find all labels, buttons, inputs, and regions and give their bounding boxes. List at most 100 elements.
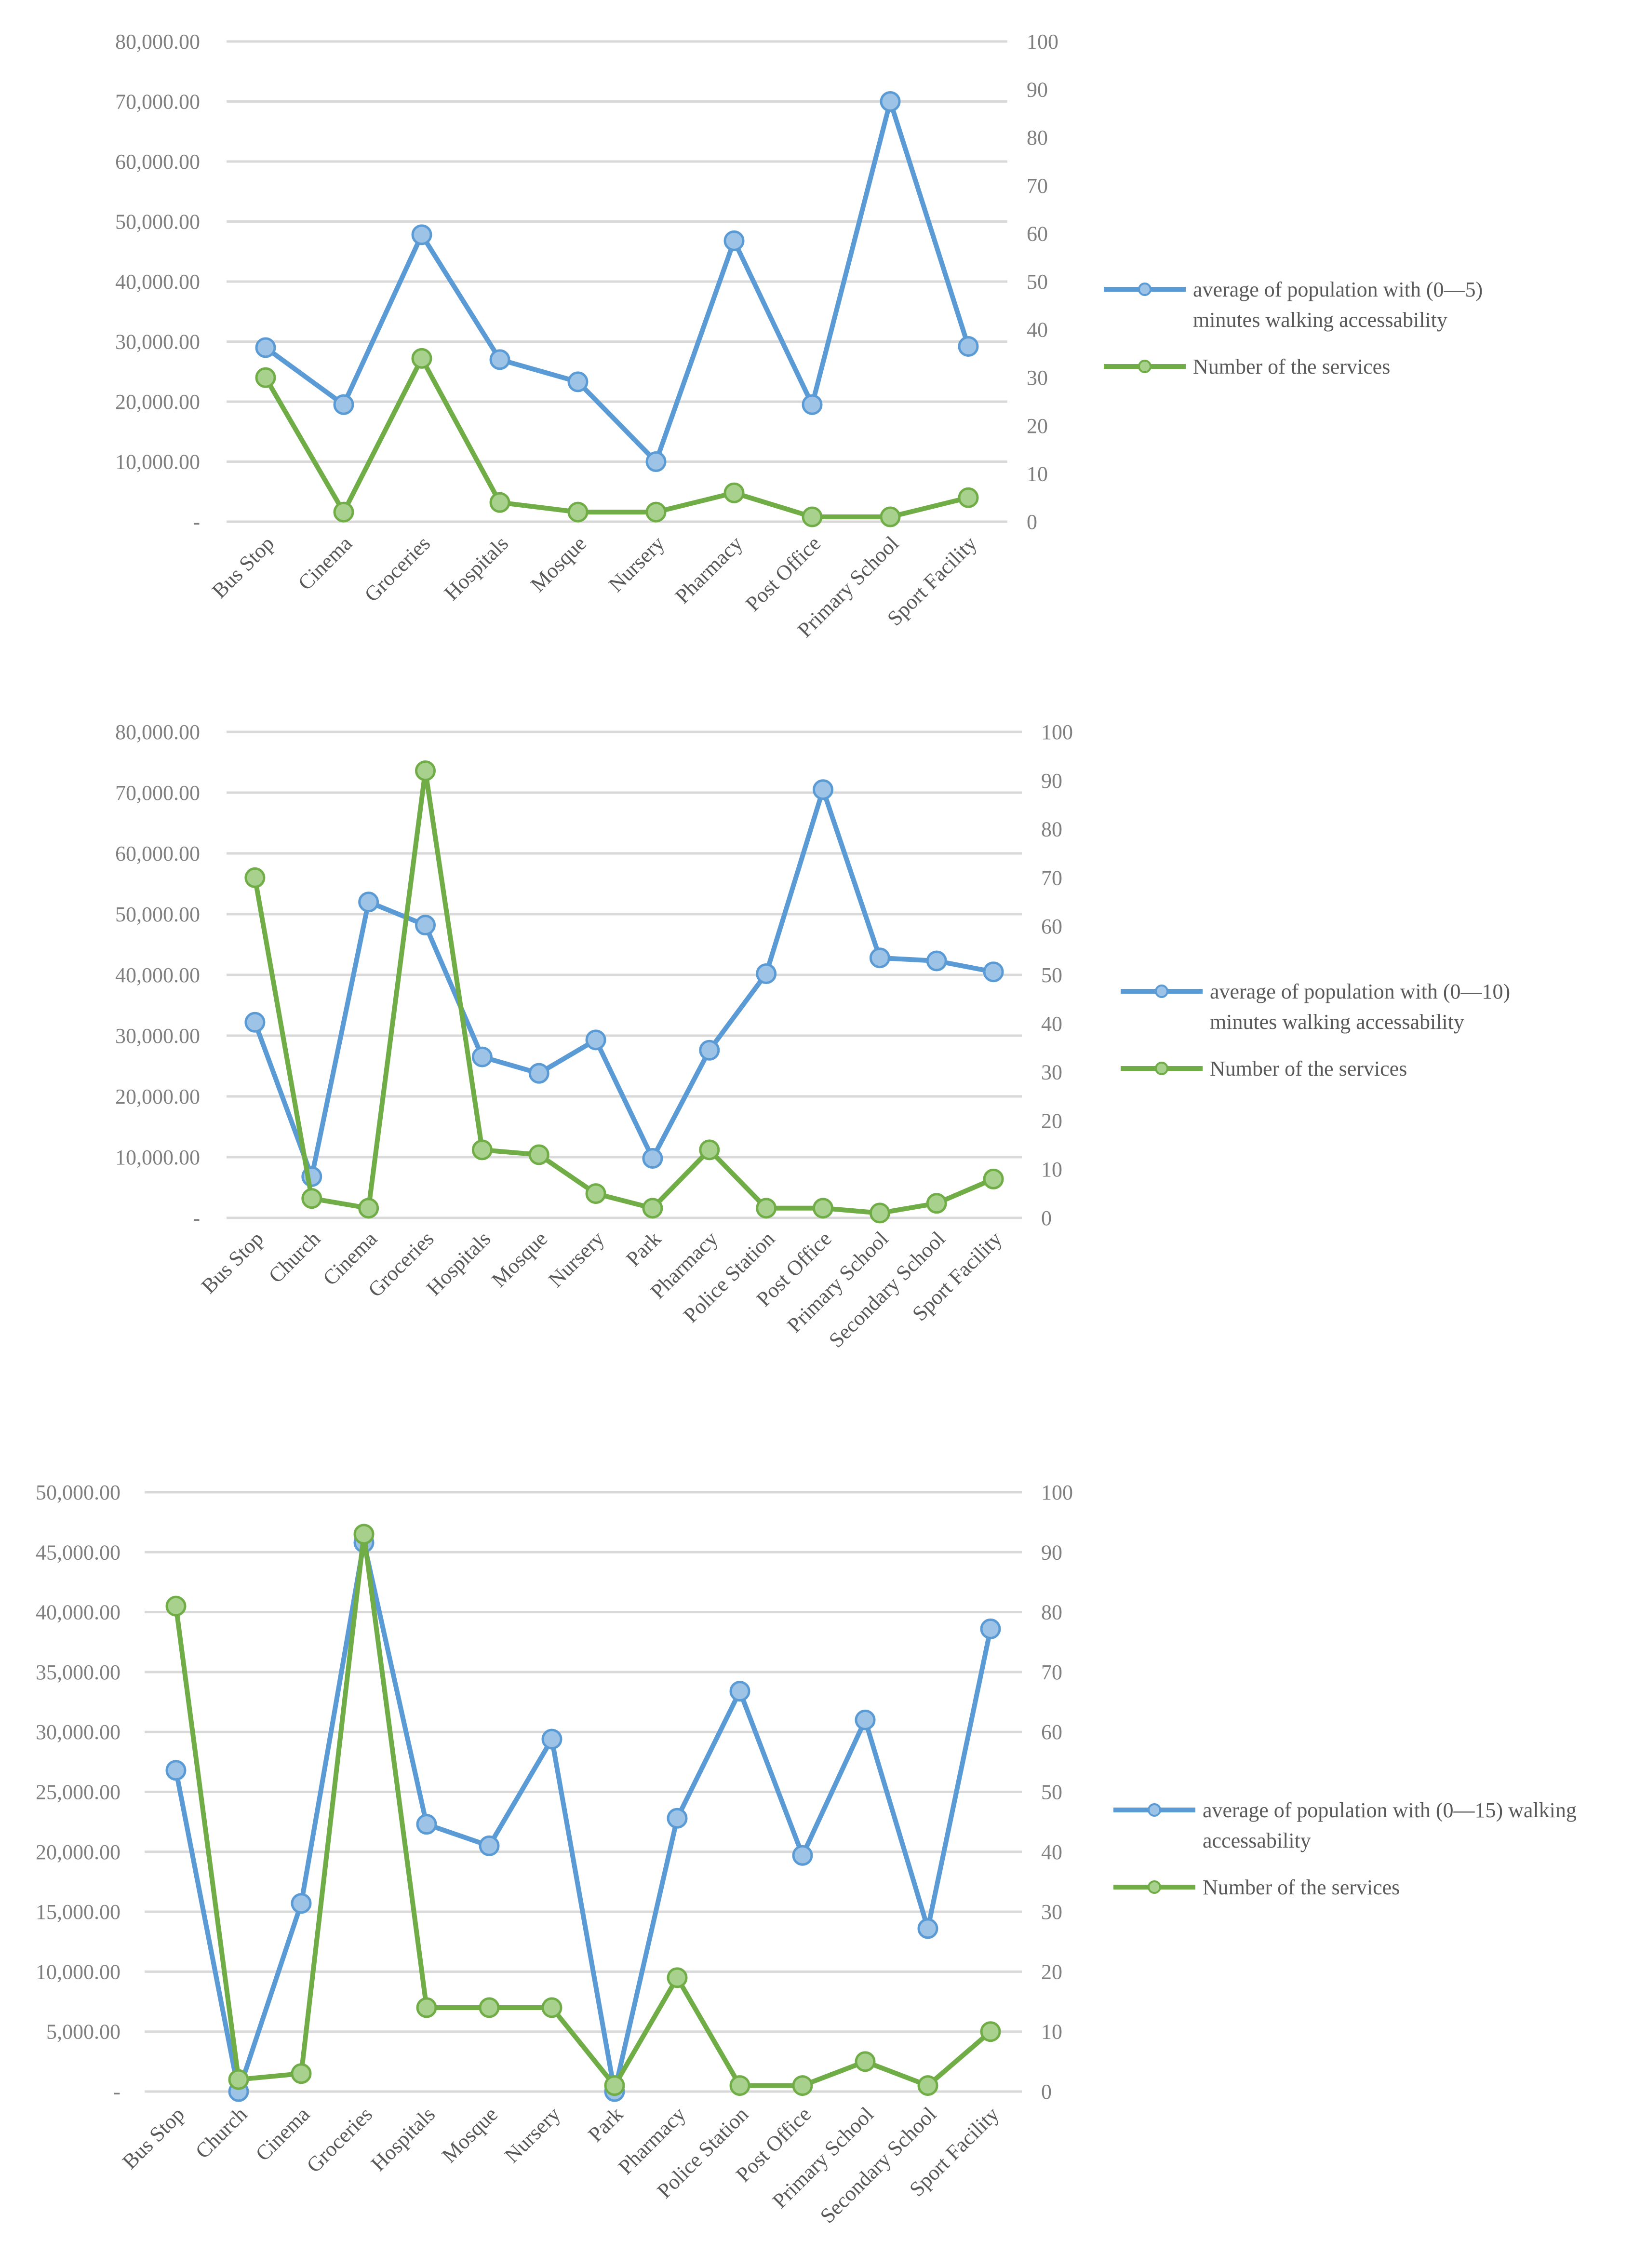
right-axis-tick-label: 40 <box>1041 1840 1062 1864</box>
data-point-services <box>411 348 432 369</box>
data-point-population <box>980 1618 1001 1639</box>
series-line-services <box>174 1532 993 2088</box>
left-axis-tick-label: 80,000.00 <box>115 30 200 54</box>
data-point-services <box>642 1198 663 1219</box>
right-axis-tick-label: 40 <box>1041 1012 1062 1036</box>
left-axis-tick-label: 20,000.00 <box>115 1085 200 1108</box>
chart-3: - 5,000.00 10,000.00 15,000.00 20,000.00 25,0… <box>36 1481 1577 2228</box>
data-point-services <box>255 367 276 388</box>
data-point-population <box>642 1148 663 1169</box>
legend-entry: Number of the services <box>1121 1057 1407 1080</box>
legend-entry: average of population with (0—15) walkin… <box>1113 1798 1577 1852</box>
category-label: Hospitals <box>422 1227 495 1300</box>
data-point-population <box>958 336 979 357</box>
data-point-population <box>699 1040 720 1061</box>
data-point-population <box>479 1835 500 1856</box>
data-point-population <box>645 451 667 472</box>
category-label: Mosque <box>526 531 591 596</box>
legend-swatch-marker <box>1155 1062 1168 1075</box>
right-axis-tick-label: 20 <box>1041 1109 1062 1133</box>
right-axis-tick-label: 10 <box>1041 1158 1062 1181</box>
right-axis-tick-label: 90 <box>1041 1540 1062 1564</box>
left-axis-tick-label: 30,000.00 <box>36 1720 121 1744</box>
left-axis-tick-label: 50,000.00 <box>36 1481 121 1504</box>
data-point-population <box>411 224 432 245</box>
data-point-services <box>792 2075 813 2096</box>
right-axis-tick-label: 30 <box>1041 1900 1062 1924</box>
right-axis-tick-label: 0 <box>1041 1206 1052 1230</box>
legend-label: Number of the services <box>1210 1057 1407 1080</box>
data-point-population <box>729 1681 750 1702</box>
category-label: Nursery <box>500 2102 565 2167</box>
data-point-services <box>291 2063 312 2084</box>
right-axis-tick-label: 80 <box>1041 1601 1062 1624</box>
category-label: Groceries <box>302 2102 377 2177</box>
category-label: Cinema <box>294 531 357 594</box>
right-axis-tick-label: 100 <box>1041 1481 1073 1504</box>
right-axis-tick-label: 60 <box>1027 222 1048 245</box>
series-line-services <box>263 356 971 519</box>
right-axis-tick-label: 30 <box>1041 1061 1062 1084</box>
data-point-services <box>667 1967 688 1988</box>
left-axis-tick-label: 20,000.00 <box>36 1840 121 1864</box>
category-label: Groceries <box>360 531 435 607</box>
category-label: Post Office <box>741 531 825 616</box>
data-point-population <box>291 1893 312 1914</box>
data-point-population <box>165 1760 187 1781</box>
category-label: Church <box>191 2102 252 2163</box>
data-point-population <box>585 1029 606 1051</box>
legend-entry: average of population with (0—5) minutes … <box>1104 278 1483 332</box>
category-label: Cinema <box>251 2102 314 2165</box>
data-point-services <box>729 2075 750 2096</box>
data-point-services <box>813 1198 833 1219</box>
right-axis-tick-label: 50 <box>1041 1781 1062 1804</box>
data-point-population <box>869 947 890 969</box>
category-label: Bus Stop <box>207 531 279 603</box>
data-point-services <box>926 1193 947 1214</box>
left-axis-tick-label: 5,000.00 <box>46 2020 121 2044</box>
legend-label-line2: minutes walking accessability <box>1210 1010 1464 1034</box>
data-point-population <box>415 915 436 936</box>
data-point-services <box>489 492 510 513</box>
data-point-services <box>416 1997 437 2018</box>
data-point-population <box>723 230 745 251</box>
data-point-services <box>983 1168 1004 1189</box>
left-axis-tick-label: - <box>193 1206 200 1230</box>
data-point-population <box>880 91 901 112</box>
category-label: Nursery <box>544 1227 609 1292</box>
data-point-services <box>980 2021 1001 2042</box>
left-axis-tick-label: 45,000.00 <box>36 1540 121 1564</box>
left-axis-tick-label: 10,000.00 <box>115 450 200 474</box>
data-point-services <box>585 1183 606 1204</box>
right-axis-tick-label: 0 <box>1027 510 1037 534</box>
data-point-services <box>855 2051 876 2072</box>
data-point-population <box>528 1063 549 1084</box>
data-point-services <box>756 1198 777 1219</box>
data-point-services <box>917 2075 938 2096</box>
right-axis-tick-label: 80 <box>1041 818 1062 841</box>
legend-swatch-marker <box>1148 1880 1161 1894</box>
legend-swatch-marker <box>1138 360 1152 373</box>
legend-label-line2: accessability <box>1203 1829 1311 1852</box>
right-axis-tick-label: 30 <box>1027 366 1048 390</box>
legend-swatch-marker <box>1148 1803 1161 1817</box>
left-axis-tick-label: 70,000.00 <box>115 781 200 805</box>
legend-swatch-marker <box>1138 283 1152 296</box>
left-axis-tick-label: - <box>113 2080 121 2104</box>
left-axis-tick-label: 10,000.00 <box>115 1146 200 1169</box>
right-axis-tick-label: 90 <box>1041 769 1062 793</box>
legend-label-line2: minutes walking accessability <box>1193 308 1447 332</box>
data-point-services <box>528 1144 549 1165</box>
category-label: Bus Stop <box>118 2102 189 2174</box>
legend-entry: Number of the services <box>1104 355 1390 378</box>
data-point-services <box>358 1198 379 1219</box>
data-point-services <box>353 1524 375 1545</box>
category-label: Mosque <box>487 1227 552 1292</box>
data-point-services <box>604 2075 625 2096</box>
data-point-services <box>880 506 901 527</box>
right-axis-tick-label: 100 <box>1041 720 1073 744</box>
data-point-population <box>489 349 510 370</box>
right-axis-tick-label: 70 <box>1041 1660 1062 1684</box>
data-point-population <box>802 394 823 415</box>
